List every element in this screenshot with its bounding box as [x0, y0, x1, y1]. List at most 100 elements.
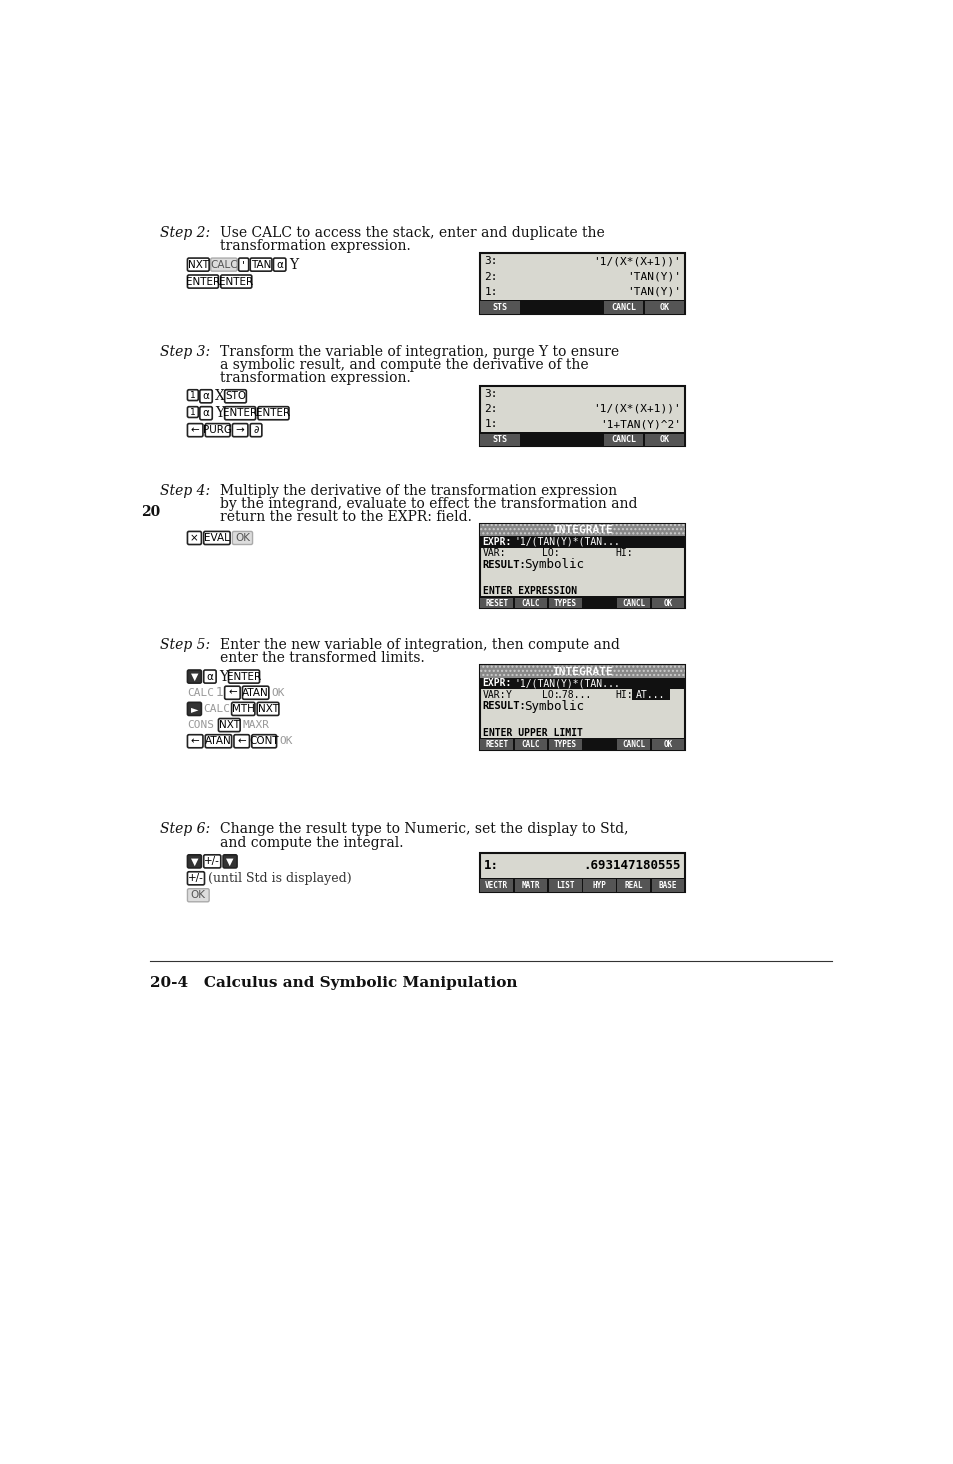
Text: α: α: [276, 259, 283, 269]
Bar: [479, 666, 684, 678]
Text: 20: 20: [141, 505, 160, 520]
FancyBboxPatch shape: [187, 389, 198, 401]
Text: BASE: BASE: [658, 881, 677, 890]
Text: +/-: +/-: [188, 874, 204, 883]
Bar: [480, 597, 513, 609]
Text: ∂: ∂: [253, 425, 258, 435]
Bar: [479, 678, 684, 690]
Text: ►: ►: [191, 704, 198, 714]
Bar: [479, 666, 684, 678]
Text: MTH: MTH: [232, 704, 254, 714]
Text: PURG: PURG: [203, 425, 232, 435]
Bar: [514, 597, 547, 609]
FancyBboxPatch shape: [205, 735, 232, 748]
Text: X: X: [215, 389, 225, 403]
Text: OK: OK: [659, 435, 669, 444]
Text: VAR:: VAR:: [482, 690, 506, 700]
Text: Y: Y: [505, 690, 512, 700]
FancyBboxPatch shape: [204, 531, 230, 545]
Text: CONS: CONS: [187, 720, 214, 731]
FancyBboxPatch shape: [233, 531, 253, 545]
Bar: [603, 433, 642, 447]
FancyBboxPatch shape: [274, 258, 286, 271]
Text: VECTR: VECTR: [485, 881, 508, 890]
Bar: [644, 433, 683, 447]
Text: CALC: CALC: [204, 704, 231, 714]
Text: ←: ←: [191, 425, 199, 435]
Bar: [479, 878, 684, 892]
Text: Y: Y: [215, 406, 224, 420]
FancyBboxPatch shape: [233, 735, 249, 748]
Text: .78...: .78...: [557, 690, 592, 700]
Bar: [479, 524, 684, 536]
FancyBboxPatch shape: [187, 703, 201, 716]
Bar: [479, 253, 684, 313]
FancyBboxPatch shape: [187, 531, 201, 545]
Text: Transform the variable of integration, purge Y to ensure: Transform the variable of integration, p…: [220, 346, 618, 359]
Bar: [479, 738, 684, 750]
Bar: [514, 739, 547, 750]
Text: Step 3:: Step 3:: [159, 346, 210, 359]
Text: Y: Y: [289, 258, 297, 272]
Bar: [480, 433, 519, 447]
Text: OK: OK: [659, 303, 669, 312]
FancyBboxPatch shape: [187, 871, 204, 884]
Bar: [480, 739, 513, 750]
FancyBboxPatch shape: [224, 687, 240, 700]
Text: EXPR:: EXPR:: [482, 537, 512, 548]
FancyBboxPatch shape: [224, 407, 255, 420]
FancyBboxPatch shape: [218, 719, 240, 732]
Text: Symbolic: Symbolic: [524, 558, 584, 571]
Text: 1:: 1:: [484, 859, 498, 873]
Text: 1:: 1:: [484, 419, 497, 429]
Bar: [479, 536, 684, 548]
Text: ENTER EXPRESSION: ENTER EXPRESSION: [482, 587, 577, 596]
Text: LIST: LIST: [556, 881, 574, 890]
Text: ENTER: ENTER: [256, 408, 291, 419]
Text: NXT: NXT: [188, 259, 209, 269]
Text: 3:: 3:: [484, 388, 497, 398]
Bar: [603, 302, 642, 313]
FancyBboxPatch shape: [204, 671, 216, 684]
Text: α: α: [206, 672, 213, 682]
Bar: [479, 300, 684, 313]
Bar: [644, 302, 683, 313]
Text: 'TAN(Y)': 'TAN(Y)': [626, 271, 680, 281]
Text: TAN: TAN: [251, 259, 271, 269]
Text: Use CALC to access the stack, enter and duplicate the: Use CALC to access the stack, enter and …: [220, 225, 604, 240]
Bar: [480, 302, 519, 313]
Text: transformation expression.: transformation expression.: [220, 239, 411, 253]
FancyBboxPatch shape: [223, 855, 236, 868]
Text: ENTER UPPER LIMIT: ENTER UPPER LIMIT: [482, 728, 582, 738]
Text: LO:: LO:: [541, 690, 558, 700]
Text: ATAN: ATAN: [242, 688, 269, 698]
Text: CANCL: CANCL: [610, 303, 636, 312]
Text: Change the result type to Numeric, set the display to Std,: Change the result type to Numeric, set t…: [220, 823, 628, 836]
Text: '1/(TAN(Y)*(TAN...: '1/(TAN(Y)*(TAN...: [514, 537, 619, 548]
Text: NXT: NXT: [257, 704, 278, 714]
FancyBboxPatch shape: [229, 671, 259, 684]
Text: HYP: HYP: [592, 881, 606, 890]
Bar: [479, 596, 684, 609]
Text: STS: STS: [492, 435, 507, 444]
Text: RESULT:: RESULT:: [482, 559, 526, 569]
FancyBboxPatch shape: [238, 258, 249, 271]
Text: Step 4:: Step 4:: [159, 483, 210, 498]
Text: '1/(TAN(Y)*(TAN...: '1/(TAN(Y)*(TAN...: [514, 678, 619, 688]
FancyBboxPatch shape: [232, 703, 254, 716]
Text: transformation expression.: transformation expression.: [220, 372, 411, 385]
Bar: [617, 597, 649, 609]
Bar: [548, 739, 581, 750]
Text: (until Std is displayed): (until Std is displayed): [208, 871, 351, 884]
Text: STO: STO: [225, 391, 246, 401]
FancyBboxPatch shape: [250, 258, 272, 271]
Text: by the integrand, evaluate to effect the transformation and: by the integrand, evaluate to effect the…: [220, 496, 637, 511]
Text: CANCL: CANCL: [621, 599, 644, 608]
Text: CALC: CALC: [210, 259, 237, 269]
Text: RESET: RESET: [485, 741, 508, 750]
Text: EXPR:: EXPR:: [482, 678, 512, 688]
Text: 1:: 1:: [484, 287, 497, 297]
Text: INTEGRATE: INTEGRATE: [552, 666, 612, 676]
FancyBboxPatch shape: [233, 423, 248, 436]
Text: α: α: [202, 391, 210, 401]
